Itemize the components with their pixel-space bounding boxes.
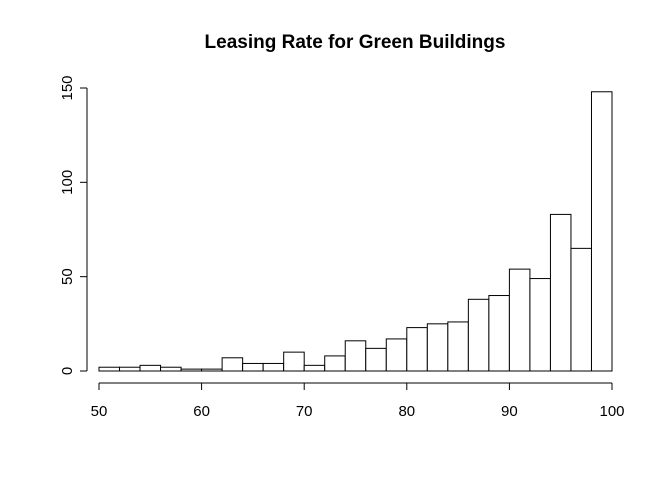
histogram-bar — [467, 298, 490, 372]
chart-title: Leasing Rate for Green Buildings — [205, 32, 506, 53]
histogram-bar — [385, 338, 408, 372]
x-tick-label: 50 — [91, 403, 108, 420]
x-axis: 50 60 70 80 90 100 — [91, 382, 625, 420]
histogram-bar — [426, 323, 449, 372]
y-tick-label: 150 — [59, 75, 76, 100]
histogram-bar — [570, 247, 592, 372]
y-tick-label: 0 — [59, 367, 76, 375]
x-tick-label: 80 — [398, 403, 415, 420]
x-tick-label: 60 — [193, 403, 210, 420]
histogram-bar — [590, 91, 613, 372]
bars-group — [98, 91, 613, 372]
histogram-bar — [365, 347, 387, 372]
histogram-bar — [262, 362, 285, 372]
histogram-bar — [98, 366, 121, 372]
histogram-bar — [447, 321, 469, 372]
histogram-bar — [324, 355, 346, 372]
histogram-bar — [139, 364, 162, 372]
histogram-bar — [344, 340, 367, 372]
histogram-bar — [488, 295, 510, 372]
histogram-bar — [508, 268, 531, 372]
x-tick-label: 90 — [501, 403, 518, 420]
y-axis: 0 50 100 150 — [59, 75, 88, 375]
histogram-bar — [303, 364, 326, 372]
x-tick-label: 100 — [599, 403, 624, 420]
y-tick-label: 50 — [59, 268, 76, 285]
histogram-bar — [406, 327, 428, 372]
histogram-bar — [283, 351, 305, 372]
histogram-bar — [549, 213, 572, 372]
x-tick-label: 70 — [296, 403, 313, 420]
y-tick-label: 100 — [59, 170, 76, 195]
histogram-bar — [221, 357, 244, 372]
histogram-bar — [242, 362, 264, 372]
histogram-bar — [201, 368, 223, 372]
histogram-bar — [529, 278, 551, 372]
histogram-bar — [119, 366, 141, 372]
histogram-bar — [180, 368, 203, 372]
histogram-bar — [160, 366, 182, 372]
